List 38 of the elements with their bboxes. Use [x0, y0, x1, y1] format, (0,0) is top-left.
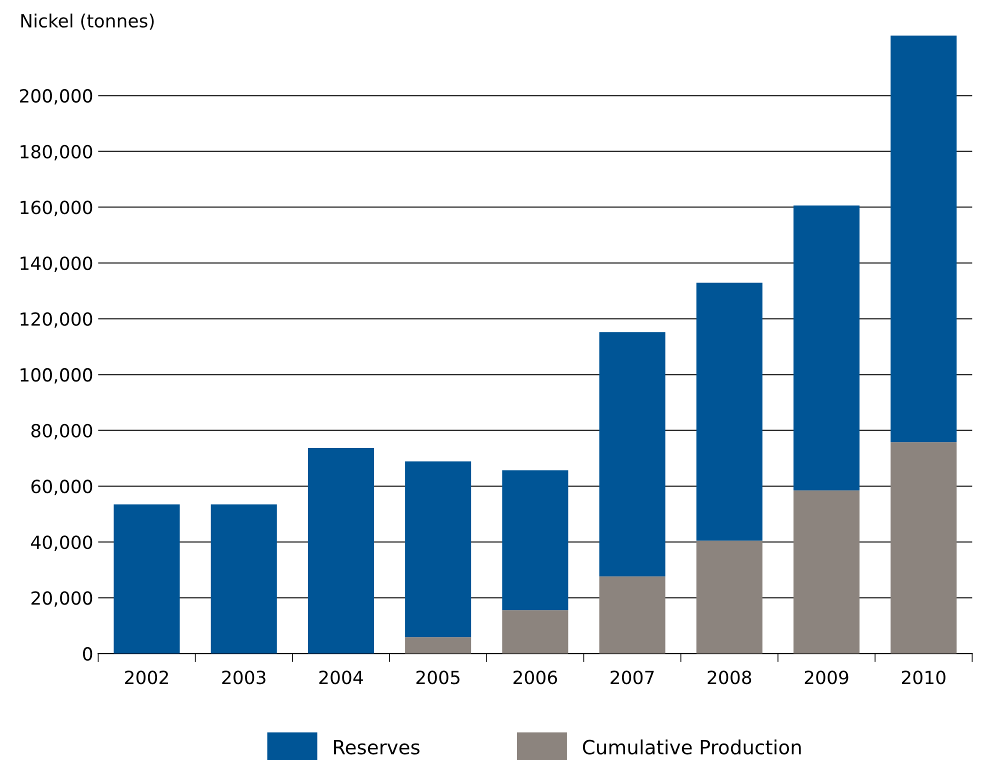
y-tick-label: 120,000 [20, 312, 92, 328]
bar [599, 576, 666, 654]
y-axis-title: Nickel (tonnes) [21, 14, 154, 30]
bar [696, 282, 762, 541]
bar [890, 36, 957, 442]
x-tick-label: 2007 [610, 670, 654, 684]
x-tick-label: 2002 [125, 670, 168, 684]
x-tick-label: 2005 [416, 670, 460, 684]
x-tick-label: 2004 [319, 670, 363, 684]
y-tick-label: 180,000 [20, 144, 92, 160]
y-tick-label: 140,000 [20, 256, 92, 272]
bar [308, 448, 374, 654]
y-tick-label: 60,000 [31, 480, 92, 496]
legend-label: Cumulative Production [582, 739, 801, 755]
x-tick-label: 2008 [708, 670, 752, 684]
y-tick-label: 0 [83, 647, 92, 661]
legend-label: Reserves [334, 740, 420, 755]
bar [405, 461, 472, 638]
bar [405, 637, 472, 654]
bar [599, 332, 666, 576]
bar [210, 504, 277, 654]
bar [114, 504, 180, 654]
y-tick-label: 40,000 [31, 535, 92, 551]
y-tick-label: 20,000 [31, 591, 92, 607]
y-tick-label: 80,000 [31, 424, 92, 440]
bar [794, 490, 860, 654]
y-tick-label: 100,000 [20, 368, 92, 384]
x-tick-label: 2006 [514, 670, 558, 684]
x-tick-label: 2010 [902, 670, 946, 684]
x-tick-label: 2009 [804, 670, 848, 684]
bar [890, 442, 957, 654]
y-tick-label: 200,000 [20, 89, 92, 105]
bar [696, 540, 762, 654]
x-tick-label: 2003 [222, 670, 266, 684]
bar [794, 206, 860, 490]
bar [502, 470, 568, 610]
y-tick-label: 160,000 [20, 200, 92, 216]
bar [502, 610, 568, 654]
